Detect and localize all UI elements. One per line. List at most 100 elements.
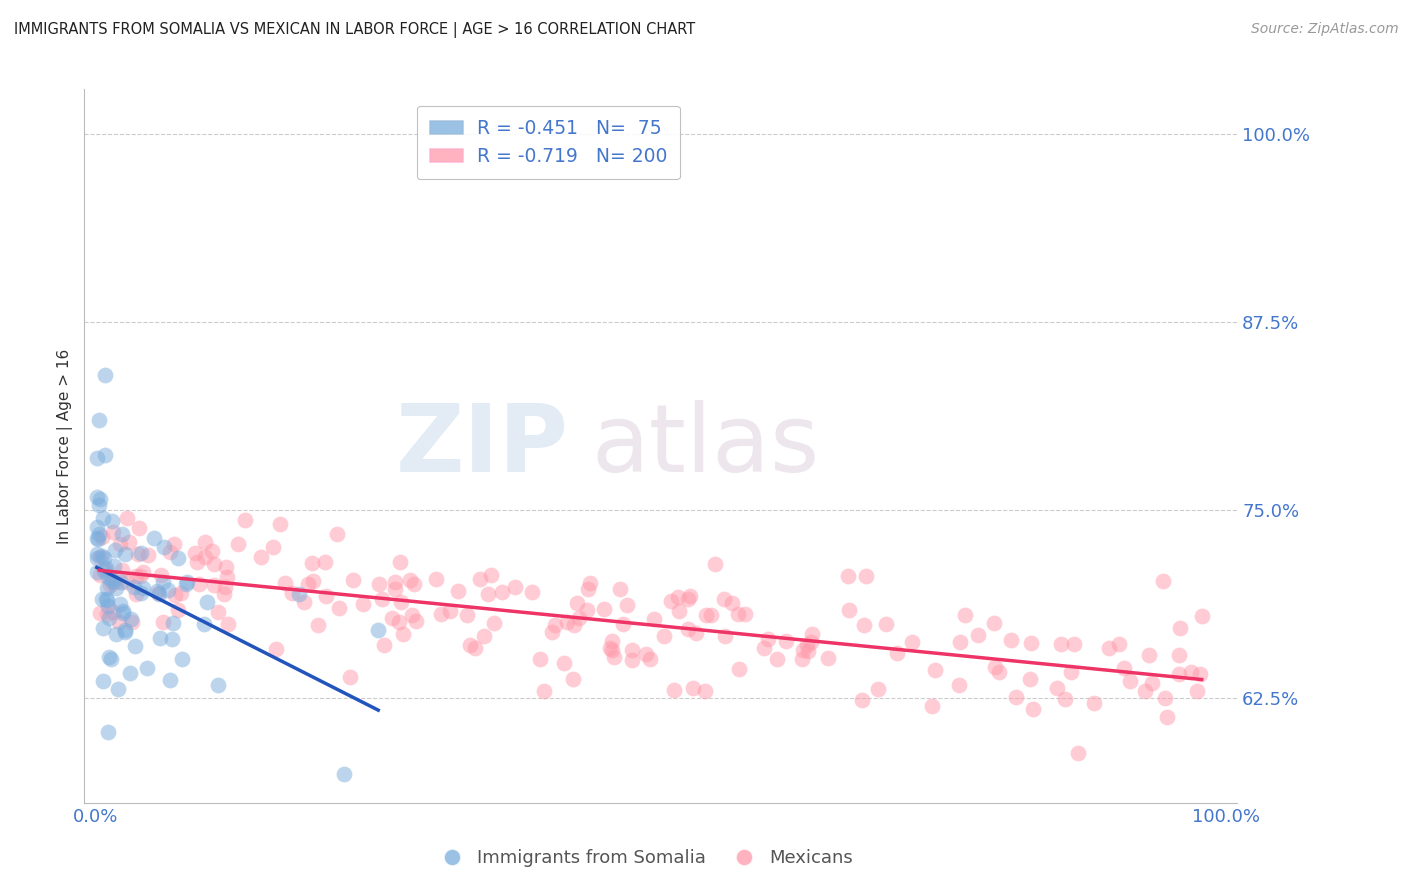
Point (481, 568, 503, 582)
Point (384, 574, 406, 589)
Point (801, 626, 824, 640)
Point (405, 615, 427, 629)
Point (202, 578, 225, 592)
Point (89, 498, 111, 512)
Point (439, 604, 461, 618)
Point (108, 615, 131, 630)
Point (148, 586, 170, 600)
Point (1083, 696, 1105, 710)
Point (1168, 621, 1191, 635)
Point (447, 584, 470, 599)
Point (93, 564, 115, 578)
Point (201, 544, 224, 558)
Point (612, 616, 634, 631)
Point (652, 629, 675, 643)
Point (599, 641, 621, 656)
Point (96, 607, 118, 622)
Point (988, 665, 1011, 680)
Point (207, 605, 229, 619)
Point (704, 557, 727, 571)
Point (104, 581, 127, 595)
Point (1053, 691, 1076, 706)
Point (529, 652, 551, 666)
Point (301, 574, 323, 589)
Point (125, 586, 148, 600)
Point (948, 678, 970, 692)
Point (792, 651, 814, 665)
Point (163, 588, 186, 602)
Point (91, 674, 114, 689)
Text: IMMIGRANTS FROM SOMALIA VS MEXICAN IN LABOR FORCE | AGE > 16 CORRELATION CHART: IMMIGRANTS FROM SOMALIA VS MEXICAN IN LA… (14, 22, 696, 38)
Point (568, 610, 591, 624)
Point (145, 584, 167, 599)
Point (679, 589, 702, 603)
Point (1118, 673, 1140, 688)
Point (966, 628, 988, 642)
Point (297, 576, 319, 591)
Point (217, 570, 239, 584)
Point (616, 599, 638, 613)
Point (603, 650, 626, 665)
Point (104, 574, 127, 589)
Point (638, 651, 661, 665)
Point (114, 547, 136, 561)
Point (384, 582, 406, 596)
Point (796, 638, 818, 652)
Point (87, 533, 110, 547)
Point (868, 681, 890, 696)
Point (132, 565, 155, 579)
Point (129, 569, 152, 583)
Point (98, 611, 121, 625)
Point (855, 569, 877, 583)
Point (1098, 641, 1121, 656)
Point (1154, 691, 1177, 706)
Point (567, 596, 589, 610)
Point (194, 550, 217, 565)
Point (233, 513, 256, 527)
Point (86, 450, 108, 465)
Point (600, 634, 623, 648)
Point (1152, 574, 1174, 588)
Point (1059, 665, 1081, 679)
Point (693, 684, 716, 698)
Point (381, 611, 404, 625)
Point (1112, 661, 1135, 675)
Point (1156, 710, 1178, 724)
Point (713, 592, 735, 607)
Point (754, 640, 776, 655)
Point (1046, 681, 1069, 695)
Point (170, 586, 193, 600)
Point (1140, 676, 1163, 690)
Point (162, 615, 184, 630)
Point (392, 627, 415, 641)
Point (643, 612, 665, 626)
Point (86, 520, 108, 534)
Point (120, 666, 142, 681)
Point (91, 621, 114, 635)
Point (404, 576, 426, 591)
Point (676, 592, 699, 607)
Point (143, 531, 166, 545)
Point (86, 490, 108, 504)
Point (91, 591, 114, 606)
Point (953, 607, 976, 622)
Point (86, 531, 108, 545)
Point (544, 617, 567, 632)
Point (1191, 609, 1213, 624)
Point (721, 596, 744, 610)
Point (367, 623, 389, 637)
Point (853, 617, 876, 632)
Point (1185, 684, 1208, 698)
Point (339, 670, 361, 684)
Point (1067, 747, 1090, 761)
Point (666, 590, 689, 604)
Point (207, 678, 229, 692)
Point (100, 572, 122, 586)
Point (131, 546, 153, 560)
Point (110, 574, 132, 589)
Point (121, 615, 143, 629)
Point (153, 540, 176, 554)
Point (136, 549, 159, 563)
Point (685, 626, 707, 640)
Point (163, 537, 186, 551)
